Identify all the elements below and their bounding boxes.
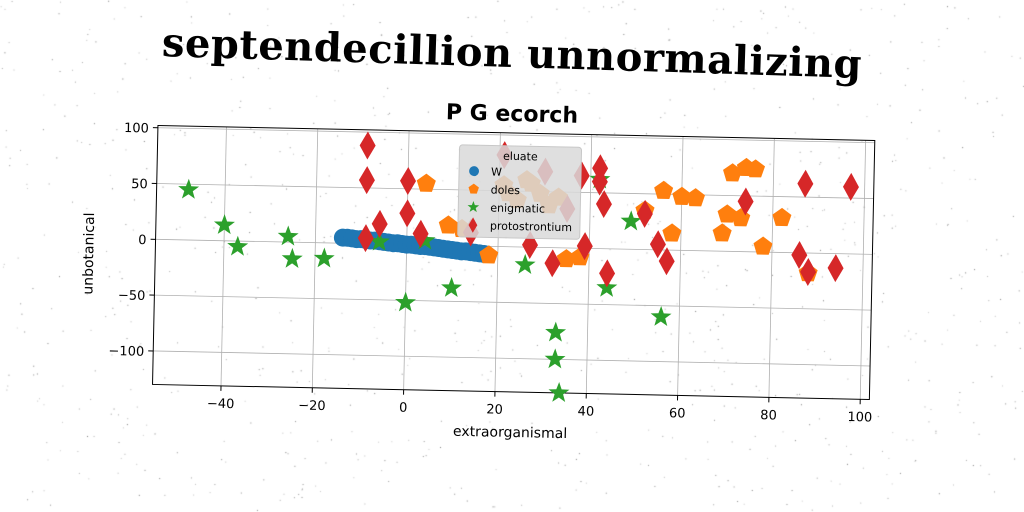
protostrontium-point — [842, 172, 859, 201]
y-grid-line — [154, 294, 872, 311]
y-tick-label: −100 — [108, 344, 144, 360]
x-tick-label: 80 — [760, 408, 777, 423]
doles-point — [686, 188, 706, 207]
doles-point — [772, 207, 792, 227]
y-grid-line — [157, 127, 875, 144]
protostrontium-point — [576, 232, 593, 261]
protostrontium-point — [791, 241, 808, 270]
doles-point — [753, 236, 773, 255]
protostrontium-point — [359, 131, 376, 160]
legend-title: eluate — [503, 150, 538, 164]
doles-point — [416, 173, 436, 192]
series-enigmatic — [178, 168, 672, 402]
x-tick-label: −40 — [207, 397, 235, 413]
legend-box — [457, 144, 583, 240]
x-grid-line — [311, 128, 319, 388]
protostrontium-point — [599, 259, 616, 288]
legend-label-doles: doles — [491, 183, 521, 197]
doles-point — [717, 204, 737, 223]
x-grid-line — [585, 134, 593, 394]
protostrontium-point — [595, 190, 612, 219]
protostrontium-point — [737, 187, 754, 216]
protostrontium-point — [797, 169, 814, 198]
y-axis-label: unbotanical — [80, 212, 98, 295]
enigmatic-point — [545, 321, 567, 342]
x-tick-label: 0 — [399, 401, 408, 416]
protostrontium-point — [544, 249, 561, 278]
y-tick-label: −50 — [118, 288, 146, 304]
y-grid-line — [153, 350, 871, 367]
legend-marker-enigmatic — [467, 201, 480, 213]
enigmatic-point — [281, 247, 303, 268]
protostrontium-point — [800, 257, 817, 286]
y-tick-label: 0 — [138, 233, 147, 248]
protostrontium-point — [649, 230, 666, 259]
x-tick-label: 60 — [669, 406, 686, 421]
doles-point — [672, 186, 692, 205]
doles-point — [746, 159, 766, 178]
legend-marker-W — [469, 166, 480, 177]
doles-point — [479, 245, 499, 264]
legend-marker-protostrontium — [468, 217, 478, 233]
legend-marker-doles — [468, 183, 479, 194]
x-tick-label: −20 — [298, 398, 326, 414]
enigmatic-point — [514, 253, 536, 274]
x-axis-label: extraorganismal — [453, 424, 567, 442]
x-grid-line — [677, 136, 684, 396]
doles-point — [438, 215, 458, 234]
enigmatic-point — [277, 225, 299, 246]
protostrontium-point — [400, 166, 417, 195]
y-axis-ticks: −100 −50 0 50 100 — [108, 121, 158, 360]
x-tick-label: 100 — [847, 410, 872, 426]
enigmatic-point — [620, 210, 642, 231]
enigmatic-point — [650, 305, 672, 327]
enigmatic-point — [213, 214, 235, 235]
x-grid-line — [768, 138, 775, 398]
enigmatic-point — [178, 178, 200, 199]
doles-point — [723, 163, 743, 182]
legend-label-protostrontium: protostrontium — [490, 219, 572, 234]
protostrontium-point — [358, 166, 375, 195]
legend-label-enigmatic: enigmatic — [490, 201, 545, 215]
plot-area: −40 −20 0 20 40 60 80 100 −100 −50 0 50 100 extraor… — [80, 121, 876, 442]
protostrontium-point — [591, 167, 608, 196]
enigmatic-point — [441, 276, 462, 298]
x-grid-line — [859, 140, 867, 400]
legend-label-W: W — [491, 165, 502, 178]
protostrontium-point — [827, 254, 844, 283]
x-tick-label: 20 — [486, 402, 503, 417]
x-tick-label: 40 — [577, 404, 594, 419]
enigmatic-point — [313, 247, 335, 268]
protostrontium-point — [371, 209, 388, 238]
x-axis-ticks: −40 −20 0 20 40 60 80 100 — [207, 385, 872, 426]
protostrontium-point — [357, 224, 374, 253]
protostrontium-point — [399, 199, 416, 228]
y-tick-label: 100 — [124, 121, 149, 137]
enigmatic-point — [544, 348, 566, 369]
y-grid-line — [155, 238, 873, 255]
x-grid-line — [220, 126, 227, 386]
axes-frame — [152, 124, 876, 400]
enigmatic-point — [395, 291, 416, 312]
doles-point — [654, 180, 674, 200]
enigmatic-point — [548, 381, 570, 402]
enigmatic-point — [227, 235, 249, 256]
enigmatic-point — [368, 230, 390, 251]
doles-point — [712, 223, 732, 242]
protostrontium-point — [636, 199, 653, 228]
protostrontium-point — [412, 219, 429, 248]
protostrontium-point — [658, 247, 675, 276]
y-tick-label: 50 — [131, 177, 148, 192]
doles-point — [662, 223, 682, 242]
